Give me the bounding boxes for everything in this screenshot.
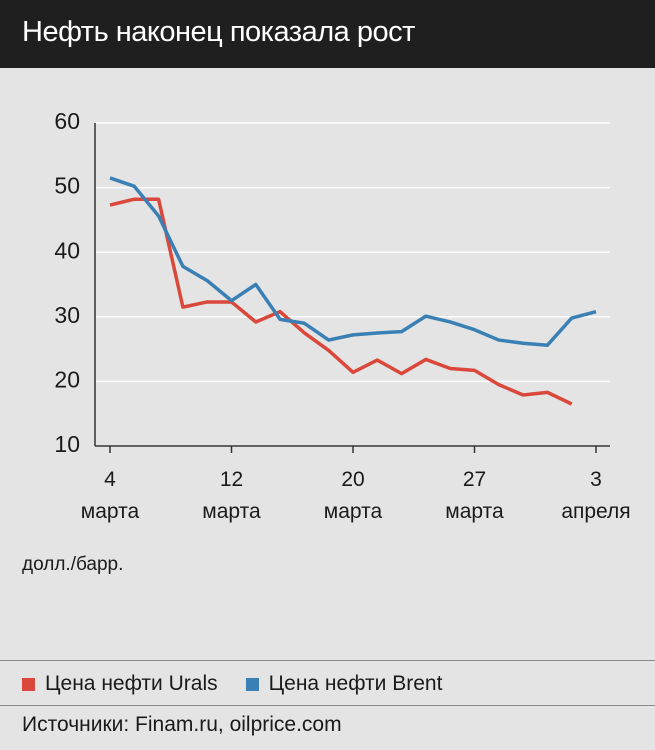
separator — [0, 705, 655, 706]
source: Источники: Finam.ru, oilprice.com — [22, 713, 342, 736]
x-tick-label: 20 марта — [323, 468, 383, 523]
y-tick-label: 20 — [54, 366, 80, 392]
legend-label: Цена нефти Urals — [45, 672, 218, 695]
y-tick-label: 10 — [54, 431, 80, 457]
y-axis-label: долл./барр. — [22, 554, 124, 575]
y-tick-label: 40 — [54, 237, 80, 263]
legend-swatch — [245, 677, 259, 691]
legend-item: Цена нефти Urals — [22, 672, 218, 696]
header — [0, 0, 655, 68]
legend-swatch — [22, 677, 35, 691]
y-tick-label: 30 — [54, 302, 80, 328]
legend-item: Цена нефти Brent — [245, 672, 443, 696]
x-tick-label: 27 марта — [445, 468, 504, 523]
x-tick-label: 12 марта — [202, 468, 261, 523]
legend: Цена нефти Urals Цена нефти Brent — [22, 672, 442, 696]
line-series — [109, 176, 597, 347]
y-tick-label: 50 — [54, 173, 80, 199]
legend-label: Цена нефти Brent — [268, 672, 443, 695]
y-tick-label: 60 — [54, 108, 80, 134]
x-tick-label: 4 марта — [80, 468, 140, 523]
separator — [0, 660, 655, 661]
chart-title: Нефть наконец показала рост — [22, 16, 415, 48]
line-series — [109, 197, 573, 406]
x-tick-label: 3 апреля — [561, 468, 631, 523]
